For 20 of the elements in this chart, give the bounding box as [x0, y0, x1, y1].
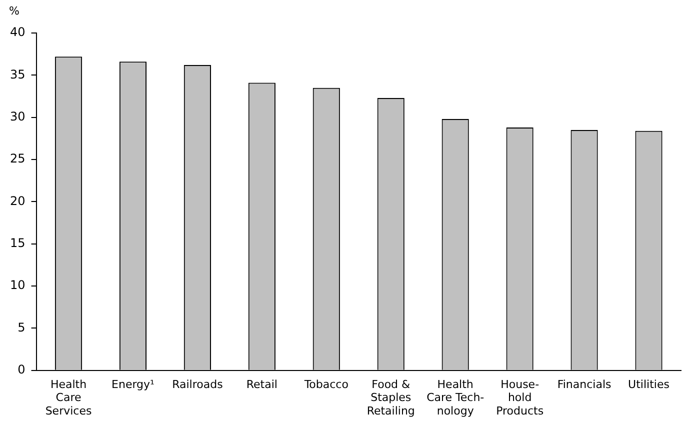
- x-tick-label: Health Care Tech- nology: [426, 378, 484, 418]
- x-tick-label: Tobacco: [303, 378, 349, 391]
- x-tick-label: House- hold Products: [496, 378, 544, 418]
- x-tick-label: Energy¹: [112, 378, 154, 391]
- y-tick-label: 5: [18, 320, 26, 334]
- y-tick-label: 35: [10, 67, 26, 82]
- x-tick-label: Railroads: [172, 378, 224, 391]
- y-tick-label: 30: [10, 109, 26, 124]
- y-tick-label: 15: [10, 236, 26, 250]
- x-tick-label: Utilities: [628, 378, 670, 391]
- y-tick-label: 0: [18, 362, 26, 377]
- y-tick-label: 20: [10, 194, 26, 208]
- x-tick-label: Health Care Services: [45, 378, 92, 418]
- y-tick-label: 40: [10, 25, 26, 40]
- x-tick-label: Financials: [557, 378, 612, 391]
- y-tick-label: 10: [10, 278, 26, 292]
- y-axis-title: %: [9, 4, 20, 18]
- x-tick-label: Retail: [246, 378, 278, 391]
- x-tick-label: Food & Staples Retailing: [366, 378, 415, 418]
- y-tick-label: 25: [10, 152, 26, 166]
